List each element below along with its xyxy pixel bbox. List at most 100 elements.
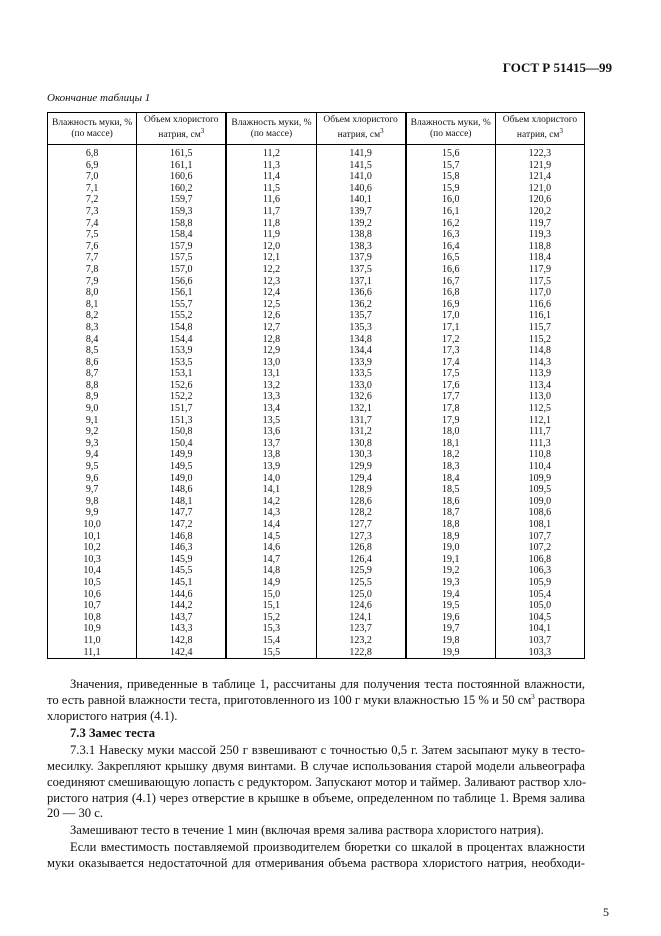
table-cell: 125,9 bbox=[315, 565, 407, 577]
table-cell: 17,8 bbox=[404, 403, 496, 415]
table-row: 7,3 159,3 11,7 139,7 16,1 120,2 bbox=[46, 205, 586, 218]
table-cell: 151,3 bbox=[136, 414, 227, 427]
text-part: раствора bbox=[534, 693, 585, 708]
table-cell: 105,9 bbox=[494, 576, 586, 589]
table-cell: 105,4 bbox=[494, 588, 586, 601]
table-cell: 141,5 bbox=[315, 159, 407, 172]
table-row: 8,4 154,4 12,8 134,8 17,2 115,2 bbox=[46, 333, 586, 346]
table-cell: 10,8 bbox=[46, 611, 138, 624]
table-cell: 13,2 bbox=[225, 379, 317, 392]
table-cell: 12,4 bbox=[225, 287, 317, 299]
table-row: 8,6 153,5 13,0 133,9 17,4 114,3 bbox=[46, 356, 586, 369]
table-row: 8,0 156,1 12,4 136,6 16,8 117,0 bbox=[46, 287, 586, 299]
table-cell: 18,6 bbox=[404, 495, 496, 508]
table-cell: 17,3 bbox=[404, 345, 496, 357]
table-cell: 16,6 bbox=[404, 263, 496, 276]
table-cell: 113,9 bbox=[494, 368, 586, 380]
column-header: Объем хлористого натрия, см3 bbox=[136, 112, 227, 145]
table-cell: 15,0 bbox=[225, 588, 317, 601]
column-header: Влажность муки, % (по массе) bbox=[225, 112, 317, 145]
table-cell: 123,2 bbox=[315, 634, 407, 647]
table-cell: 114,3 bbox=[494, 356, 586, 369]
table-row: 10,2 146,3 14,6 126,8 19,0 107,2 bbox=[46, 542, 586, 554]
table-cell: 13,8 bbox=[225, 449, 317, 462]
table-cell: 143,3 bbox=[136, 623, 227, 635]
table-cell: 7,2 bbox=[46, 194, 138, 206]
table-cell: 19,9 bbox=[404, 646, 496, 660]
paragraph-line: соединяют смешивающую лопасть с редуктор… bbox=[47, 775, 587, 789]
table-cell: 8,9 bbox=[46, 391, 138, 404]
table-cell: 14,7 bbox=[225, 553, 317, 566]
paragraph-line: хлористого натрия (4.1). bbox=[47, 709, 178, 723]
table-cell: 10,3 bbox=[46, 553, 138, 566]
column-header-text: Объем хлористого натрия, см bbox=[323, 115, 398, 141]
table-cell: 145,9 bbox=[136, 553, 227, 566]
table-row: 9,5 149,5 13,9 129,9 18,3 110,4 bbox=[46, 461, 586, 473]
table-cell: 8,8 bbox=[46, 379, 138, 392]
table-row: 7,2 159,7 11,6 140,1 16,0 120,6 bbox=[46, 194, 586, 206]
column-header-text: Объем хлористого натрия, см bbox=[502, 115, 578, 141]
table-row: 10,8 143,7 15,2 124,1 19,6 104,5 bbox=[46, 611, 586, 624]
table-cell: 142,8 bbox=[136, 634, 227, 647]
column-header-text: Влажность муки, % (по массе) bbox=[52, 117, 133, 139]
table-row: 9,6 149,0 14,0 129,4 18,4 109,9 bbox=[46, 472, 586, 485]
table-cell: 149,0 bbox=[136, 472, 227, 485]
table-cell: 7,1 bbox=[46, 182, 138, 195]
table-row: 10,6 144,6 15,0 125,0 19,4 105,4 bbox=[46, 588, 586, 601]
table-cell: 19,5 bbox=[404, 600, 496, 612]
table-row: 9,7 148,6 14,1 128,9 18,5 109,5 bbox=[46, 484, 586, 496]
table-cell: 8,5 bbox=[46, 345, 138, 357]
table-cell: 141,0 bbox=[315, 171, 407, 183]
table-cell: 17,0 bbox=[404, 310, 496, 322]
table-cell: 157,0 bbox=[136, 263, 227, 276]
table-cell: 138,8 bbox=[315, 229, 407, 241]
table-cell: 10,7 bbox=[46, 600, 138, 612]
table-cell: 10,6 bbox=[46, 588, 138, 601]
table-cell: 158,4 bbox=[136, 229, 227, 241]
table-cell: 15,3 bbox=[225, 623, 317, 635]
table-cell: 13,6 bbox=[225, 426, 317, 438]
table-row: 10,9 143,3 15,3 123,7 19,7 104,1 bbox=[46, 623, 586, 635]
column-header: Объем хлористого натрия, см3 bbox=[494, 112, 586, 145]
table-cell: 15,2 bbox=[225, 611, 317, 624]
column-header-text: Влажность муки, % (по массе) bbox=[231, 117, 312, 139]
table-cell: 139,7 bbox=[315, 205, 407, 218]
table-cell: 139,2 bbox=[315, 217, 407, 230]
table-cell: 7,5 bbox=[46, 229, 138, 241]
table-cell: 128,2 bbox=[315, 507, 407, 519]
table-cell: 8,6 bbox=[46, 356, 138, 369]
table-row: 7,8 157,0 12,2 137,5 16,6 117,9 bbox=[46, 263, 586, 276]
table-cell: 13,5 bbox=[225, 414, 317, 427]
table-cell: 128,9 bbox=[315, 484, 407, 496]
table-row: 6,8 161,5 11,2 141,9 15,6 122,3 bbox=[46, 144, 586, 160]
table-cell: 121,4 bbox=[494, 171, 586, 183]
table-cell: 11,6 bbox=[225, 194, 317, 206]
table-cell: 117,9 bbox=[494, 263, 586, 276]
table-cell: 9,3 bbox=[46, 437, 138, 450]
table-cell: 124,1 bbox=[315, 611, 407, 624]
table-cell: 16,3 bbox=[404, 229, 496, 241]
table-cell: 18,9 bbox=[404, 530, 496, 543]
table-row: 9,8 148,1 14,2 128,6 18,6 109,0 bbox=[46, 495, 586, 508]
table-cell: 13,4 bbox=[225, 403, 317, 415]
table-cell: 11,2 bbox=[225, 144, 317, 160]
table-cell: 11,8 bbox=[225, 217, 317, 230]
table-cell: 126,4 bbox=[315, 553, 407, 566]
table-cell: 16,2 bbox=[404, 217, 496, 230]
table-row: 8,8 152,6 13,2 133,0 17,6 113,4 bbox=[46, 379, 586, 392]
table-cell: 109,5 bbox=[494, 484, 586, 496]
table-cell: 11,9 bbox=[225, 229, 317, 241]
paragraph-line: Если вместимость поставляемой производит… bbox=[70, 840, 585, 854]
table-cell: 145,5 bbox=[136, 565, 227, 577]
table-cell: 18,1 bbox=[404, 437, 496, 450]
table-cell: 10,4 bbox=[46, 565, 138, 577]
table-cell: 149,5 bbox=[136, 461, 227, 473]
table-cell: 12,7 bbox=[225, 321, 317, 334]
table-cell: 10,5 bbox=[46, 576, 138, 589]
table-cell: 9,2 bbox=[46, 426, 138, 438]
table-cell: 146,8 bbox=[136, 530, 227, 543]
table-cell: 16,1 bbox=[404, 205, 496, 218]
table-cell: 11,5 bbox=[225, 182, 317, 195]
table-cell: 9,7 bbox=[46, 484, 138, 496]
table-cell: 9,0 bbox=[46, 403, 138, 415]
